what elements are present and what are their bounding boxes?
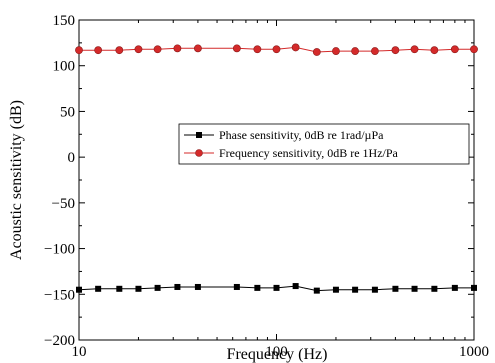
data-point-frequency bbox=[253, 45, 262, 54]
data-point-frequency bbox=[115, 46, 124, 55]
data-point-frequency bbox=[153, 45, 162, 54]
data-point-frequency bbox=[430, 46, 439, 55]
data-point-phase bbox=[174, 283, 181, 290]
x-axis-title: Frequency (Hz) bbox=[227, 346, 328, 363]
data-point-phase bbox=[254, 284, 261, 291]
y-tick-label: 100 bbox=[53, 59, 76, 75]
data-point-frequency bbox=[75, 46, 83, 55]
data-point-phase bbox=[233, 283, 240, 290]
data-point-phase bbox=[431, 285, 438, 292]
data-point-frequency bbox=[410, 45, 419, 54]
plot-frame bbox=[78, 19, 475, 341]
series-layer bbox=[75, 43, 478, 294]
data-point-phase bbox=[352, 286, 359, 293]
data-point-phase bbox=[451, 284, 458, 291]
data-point-phase bbox=[116, 285, 123, 292]
legend-marker-phase bbox=[196, 132, 202, 138]
legend: Phase sensitivity, 0dB re 1rad/µPa Frequ… bbox=[178, 123, 470, 165]
data-point-phase bbox=[194, 283, 201, 290]
data-point-phase bbox=[273, 284, 280, 291]
data-point-phase bbox=[154, 284, 161, 291]
data-point-frequency bbox=[391, 46, 400, 55]
legend-box bbox=[178, 123, 470, 165]
data-point-phase bbox=[313, 287, 320, 294]
legend-label-frequency: Frequency sensitivity, 0dB re 1Hz/Pa bbox=[219, 146, 399, 160]
data-point-phase bbox=[371, 286, 378, 293]
data-point-frequency bbox=[134, 45, 143, 54]
data-point-phase bbox=[411, 285, 418, 292]
legend-label-phase: Phase sensitivity, 0dB re 1rad/µPa bbox=[219, 128, 384, 142]
data-point-phase bbox=[471, 284, 477, 291]
y-tick-label: −150 bbox=[44, 287, 75, 303]
data-point-frequency bbox=[291, 43, 300, 52]
data-point-phase bbox=[95, 285, 102, 292]
data-point-frequency bbox=[173, 44, 182, 53]
series-line-0 bbox=[78, 285, 474, 292]
x-tick-label: 1000 bbox=[459, 344, 489, 360]
data-point-frequency bbox=[351, 47, 359, 55]
y-tick-label: 0 bbox=[68, 150, 76, 166]
y-tick-label: −50 bbox=[52, 196, 75, 212]
data-point-frequency bbox=[332, 47, 340, 55]
data-point-frequency bbox=[194, 44, 202, 53]
data-point-phase bbox=[135, 285, 142, 292]
data-point-frequency bbox=[470, 45, 478, 54]
legend-marker-frequency bbox=[195, 149, 203, 157]
data-point-phase bbox=[332, 286, 339, 293]
y-tick-label: 150 bbox=[53, 13, 76, 29]
y-axis: 150 100 50 0 −50 −100 −150 −200 bbox=[44, 13, 474, 349]
data-point-frequency bbox=[450, 45, 459, 54]
data-point-phase bbox=[76, 286, 82, 293]
data-point-frequency bbox=[312, 48, 321, 56]
x-tick-label: 100 bbox=[265, 344, 288, 360]
x-tick-label: 10 bbox=[72, 344, 87, 360]
data-point-frequency bbox=[371, 47, 379, 55]
data-point-phase bbox=[392, 285, 399, 292]
data-point-phase bbox=[292, 283, 299, 290]
y-axis-title: Acoustic sensitivity (dB) bbox=[8, 100, 25, 260]
y-tick-label: −100 bbox=[44, 242, 75, 258]
data-point-frequency bbox=[232, 44, 241, 53]
x-axis: 10 100 1000 bbox=[72, 20, 489, 360]
data-point-frequency bbox=[94, 46, 103, 55]
y-tick-label: −200 bbox=[44, 333, 75, 349]
y-tick-label: 50 bbox=[60, 104, 75, 120]
data-point-frequency bbox=[272, 45, 281, 54]
